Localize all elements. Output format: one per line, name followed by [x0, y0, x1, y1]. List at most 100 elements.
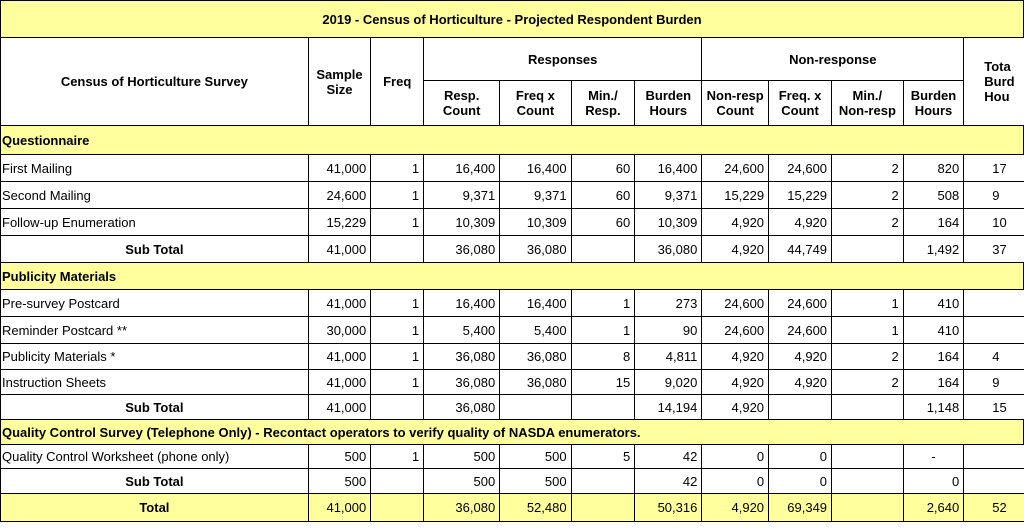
- cell: -: [902, 444, 965, 469]
- cell: 50,316: [634, 493, 703, 522]
- cell: [499, 394, 572, 420]
- cell: 15: [963, 394, 1024, 420]
- cell: 15,229: [768, 181, 833, 209]
- row-label: Sub Total: [0, 468, 309, 494]
- column-subheader: Burden Hours: [634, 80, 703, 126]
- data-row: Reminder Postcard ** 30,000 1 5,400 5,400 1 90…: [0, 316, 1024, 344]
- cell: 1: [370, 444, 425, 469]
- cell: 1: [370, 154, 425, 182]
- cell: 30,000: [307, 316, 372, 344]
- cell: 60: [570, 154, 636, 182]
- cell: 41,000: [307, 154, 372, 182]
- row-label: Follow-up Enumeration: [0, 208, 309, 236]
- cell: 36,080: [423, 394, 501, 420]
- cell: [831, 444, 904, 469]
- data-row: Follow-up Enumeration 15,229 1 10,309 10,309…: [0, 208, 1024, 236]
- row-label: Pre-survey Postcard: [0, 289, 309, 317]
- cell: 1: [370, 343, 425, 370]
- cell: [963, 468, 1024, 494]
- cell: [370, 235, 425, 263]
- cell: 2: [831, 343, 904, 370]
- cell: 10: [963, 208, 1024, 236]
- cell: 1,148: [902, 394, 965, 420]
- row-label: Quality Control Worksheet (phone only): [0, 444, 309, 469]
- cell: 41,000: [307, 493, 372, 522]
- cell: 8: [570, 343, 636, 370]
- cell: 24,600: [701, 289, 770, 317]
- cell: 15,229: [701, 181, 770, 209]
- cell: 1: [570, 289, 636, 317]
- cell: 9: [963, 181, 1024, 209]
- cell: 4,920: [768, 208, 833, 236]
- cell: 41,000: [307, 394, 372, 420]
- cell: 4,920: [768, 343, 833, 370]
- subtotal-row: Sub Total 41,000 36,080 14,194 4,920 1,148 15: [0, 394, 1024, 420]
- section-row: Publicity Materials: [0, 262, 1024, 290]
- cell: 24,600: [768, 154, 833, 182]
- cell: 14,194: [634, 394, 703, 420]
- row-label: Instruction Sheets: [0, 369, 309, 395]
- cell: 36,080: [499, 369, 572, 395]
- cell: 4,811: [634, 343, 703, 370]
- title-row: 2019 - Census of Horticulture - Projecte…: [0, 0, 1024, 38]
- data-row: Quality Control Worksheet (phone only) 50…: [0, 444, 1024, 469]
- cell: 2,640: [902, 493, 965, 522]
- cell: [831, 394, 904, 420]
- cell: 1: [370, 289, 425, 317]
- data-row: First Mailing 41,000 1 16,400 16,400 60 16,400…: [0, 154, 1024, 182]
- cell: 9,020: [634, 369, 703, 395]
- cell: 1: [570, 316, 636, 344]
- cell: 1: [370, 208, 425, 236]
- section-row: Quality Control Survey (Telephone Only) …: [0, 419, 1024, 445]
- group-header: Responses: [423, 37, 703, 81]
- cell: 42: [634, 468, 703, 494]
- cell: 500: [499, 444, 572, 469]
- cell: 36,080: [423, 343, 501, 370]
- cell: 41,000: [307, 369, 372, 395]
- cell: 24,600: [701, 154, 770, 182]
- cell: 5: [570, 444, 636, 469]
- row-label: Publicity Materials *: [0, 343, 309, 370]
- cell: [963, 289, 1024, 317]
- cell: 4,920: [701, 235, 770, 263]
- section-title: Quality Control Survey (Telephone Only) …: [0, 419, 1024, 445]
- cell: 15,229: [307, 208, 372, 236]
- column-subheader: Min./ Non-resp: [831, 80, 904, 126]
- cell: 500: [307, 444, 372, 469]
- section-title: Publicity Materials: [0, 262, 1024, 290]
- cell: 16,400: [423, 154, 501, 182]
- row-label: Sub Total: [0, 394, 309, 420]
- row-label: Reminder Postcard **: [0, 316, 309, 344]
- cell: 1: [370, 369, 425, 395]
- cell: 2: [831, 181, 904, 209]
- cell: 500: [423, 468, 501, 494]
- cell: 41,000: [307, 343, 372, 370]
- cell: 4: [963, 343, 1024, 370]
- cell: 36,080: [423, 235, 501, 263]
- column-header: Tota Burd Hou: [963, 37, 1024, 126]
- cell: 2: [831, 208, 904, 236]
- cell: [570, 493, 636, 522]
- cell: [963, 444, 1024, 469]
- total-row: Total 41,000 36,080 52,480 50,316 4,920 69,349…: [0, 493, 1024, 522]
- column-header: Census of Horticulture Survey: [0, 37, 309, 126]
- group-header: Non-response: [701, 37, 965, 81]
- cell: 0: [701, 444, 770, 469]
- cell: 24,600: [701, 316, 770, 344]
- cell: 0: [768, 468, 833, 494]
- cell: 164: [902, 369, 965, 395]
- cell: 41,000: [307, 289, 372, 317]
- section-title: Questionnaire: [0, 125, 1024, 155]
- cell: 500: [423, 444, 501, 469]
- cell: 16,400: [634, 154, 703, 182]
- cell: 10,309: [499, 208, 572, 236]
- cell: [831, 493, 904, 522]
- subheader-row: Resp. Count Freq x Count Min./ Resp. Burden…: [1, 80, 1024, 126]
- cell: 4,920: [701, 394, 770, 420]
- column-subheader: Burden Hours: [902, 80, 965, 126]
- cell: 4,920: [768, 369, 833, 395]
- cell: 36,080: [499, 343, 572, 370]
- cell: 52: [963, 493, 1024, 522]
- cell: 1: [831, 289, 904, 317]
